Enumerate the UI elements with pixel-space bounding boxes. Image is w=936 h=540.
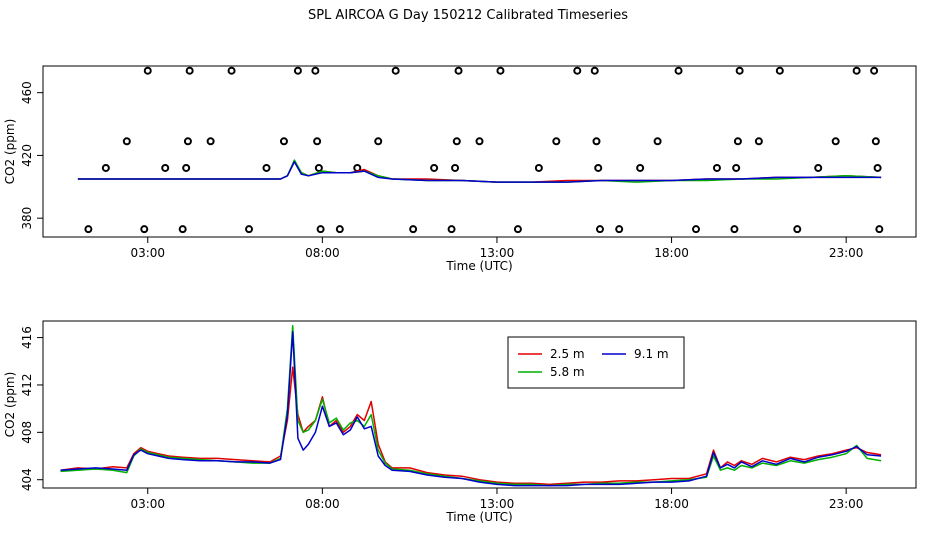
- y-tick-label: 416: [20, 326, 34, 349]
- y-tick-label: 404: [20, 468, 34, 491]
- data-point-circle: [534, 163, 543, 172]
- x-tick-label: 23:00: [829, 246, 864, 260]
- data-point-circle: [793, 225, 802, 234]
- data-point-circle: [451, 163, 460, 172]
- data-point-circle: [595, 225, 604, 234]
- data-point-circle: [316, 225, 325, 234]
- bottom-panel: 03:00 08:00 13:00 18:00 23:00 Time (UTC) 404 40…: [3, 320, 917, 524]
- data-point-circle: [636, 163, 645, 172]
- x-tick-label: 18:00: [654, 497, 689, 511]
- data-point-circle: [692, 225, 701, 234]
- data-point-circle: [161, 163, 170, 172]
- y-axis-label: CO2 (ppm): [3, 372, 17, 438]
- data-point-circle: [513, 225, 522, 234]
- data-point-circle: [314, 163, 323, 172]
- data-point-circle: [475, 137, 484, 146]
- series-line-2: [60, 324, 882, 487]
- x-axis-label: Time (UTC): [445, 259, 512, 273]
- data-point-circle: [735, 66, 744, 75]
- data-point-circle: [293, 66, 302, 75]
- x-tick-label: 03:00: [130, 497, 165, 511]
- data-point-circle: [122, 137, 131, 146]
- y-tick-label: 412: [20, 374, 34, 397]
- data-point-circle: [452, 137, 461, 146]
- y-tick-label: 408: [20, 421, 34, 444]
- data-point-circle: [496, 66, 505, 75]
- y-axis-label: CO2 (ppm): [3, 119, 17, 185]
- y-tick-label: 460: [20, 81, 34, 104]
- data-point-circle: [814, 163, 823, 172]
- data-point-circle: [262, 163, 271, 172]
- data-point-circle: [712, 163, 721, 172]
- data-point-circle: [831, 137, 840, 146]
- data-point-circle: [391, 66, 400, 75]
- x-tick-label: 23:00: [829, 497, 864, 511]
- legend-label-3: 9.1 m: [634, 347, 669, 361]
- data-point-circle: [653, 137, 662, 146]
- data-point-circle: [730, 225, 739, 234]
- x-tick-label: 08:00: [305, 246, 340, 260]
- data-point-circle: [374, 137, 383, 146]
- y-tick-label: 380: [20, 207, 34, 230]
- data-point-circle: [409, 225, 418, 234]
- data-point-circle: [732, 163, 741, 172]
- plot-frame: [42, 320, 917, 489]
- data-point-circle: [447, 225, 456, 234]
- data-point-circle: [227, 66, 236, 75]
- data-point-circle: [178, 225, 187, 234]
- data-point-circle: [313, 137, 322, 146]
- data-point-circle: [733, 137, 742, 146]
- data-point-circle: [615, 225, 624, 234]
- x-tick-label: 18:00: [654, 246, 689, 260]
- x-tick-label: 08:00: [305, 497, 340, 511]
- data-point-circle: [206, 137, 215, 146]
- series-line-3: [60, 330, 882, 487]
- data-point-circle: [245, 225, 254, 234]
- data-point-circle: [101, 163, 110, 172]
- y-tick-label: 420: [20, 144, 34, 167]
- data-point-circle: [430, 163, 439, 172]
- data-point-circle: [84, 225, 93, 234]
- data-point-circle: [870, 66, 879, 75]
- x-tick-label: 13:00: [480, 246, 515, 260]
- data-point-circle: [140, 225, 149, 234]
- data-point-circle: [674, 66, 683, 75]
- data-point-circle: [335, 225, 344, 234]
- top-panel: 03:00 08:00 13:00 18:00 23:00 Time (UTC) 380 42…: [3, 65, 917, 273]
- data-point-circle: [852, 66, 861, 75]
- data-point-circle: [775, 66, 784, 75]
- data-point-circle: [182, 163, 191, 172]
- legend-label-2: 5.8 m: [550, 365, 585, 379]
- data-point-circle: [143, 66, 152, 75]
- x-tick-label: 13:00: [480, 497, 515, 511]
- data-point-circle: [871, 137, 880, 146]
- data-point-circle: [183, 137, 192, 146]
- data-point-circle: [454, 66, 463, 75]
- data-point-circle: [594, 163, 603, 172]
- data-point-circle: [279, 137, 288, 146]
- data-point-circle: [552, 137, 561, 146]
- data-point-circle: [590, 66, 599, 75]
- data-point-circle: [573, 66, 582, 75]
- series-line-1: [60, 366, 882, 486]
- data-point-circle: [873, 163, 882, 172]
- data-point-circle: [875, 225, 884, 234]
- data-point-circle: [311, 66, 320, 75]
- data-point-circle: [754, 137, 763, 146]
- data-point-circle: [592, 137, 601, 146]
- data-point-circle: [185, 66, 194, 75]
- plot-frame: [42, 65, 917, 238]
- series-line-3: [77, 160, 882, 183]
- page-title: SPL AIRCOA G Day 150212 Calibrated Times…: [307, 8, 629, 23]
- legend-box: [507, 336, 685, 389]
- legend-label-1: 2.5 m: [550, 347, 585, 361]
- x-tick-label: 03:00: [130, 246, 165, 260]
- x-axis-label: Time (UTC): [445, 510, 512, 524]
